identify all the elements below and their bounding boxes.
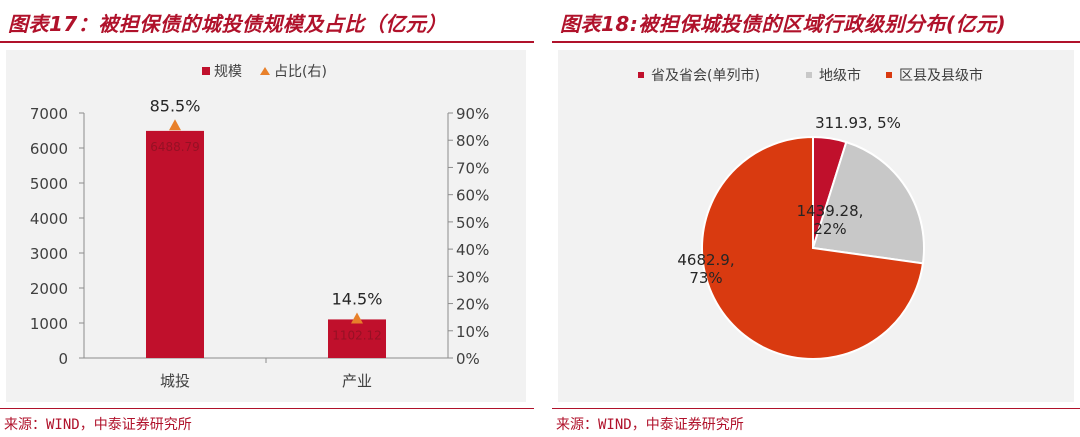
bar-1 [328,319,386,358]
pie-slice-2 [701,135,925,360]
y-tick-label-right: 60% [456,187,489,205]
pie-label-1: 1439.28, 22% [797,202,864,238]
source-divider [0,408,534,409]
source-divider [552,408,1080,409]
right-chart-panel: 图表18:被担保城投债的区域行政级别分布(亿元) 省及省会(单列市) 地级市 区县及… [552,0,1080,437]
legend-bar-swatch [202,67,210,75]
y-tick-label-right: 70% [456,159,489,177]
legend-label-2: 区县及县级市 [899,67,983,84]
y-tick-label-right: 90% [456,105,489,123]
ratio-marker-1 [351,312,363,324]
bar-chart: 规模 占比(右) 0 1000 2000 3000 4000 5000 6000 7000 0% 10… [30,64,490,390]
legend-triangle-label: 占比(右) [274,64,327,80]
ratio-marker-0 [169,119,181,131]
ratio-data-label: 85.5% [150,96,201,115]
legend-bar-label: 规模 [214,64,242,80]
legend-label-0: 省及省会(单列市) [651,67,760,84]
legend-swatch-0 [638,72,644,78]
bar-chart-area: 规模 占比(右) 0 1000 2000 3000 4000 5000 6000 7000 0% 10… [6,50,526,402]
chart-18-source: 来源：WIND，中泰证券研究所 [556,417,744,433]
chart-17-source: 来源：WIND，中泰证券研究所 [4,417,192,433]
pie-chart-area: 省及省会(单列市) 地级市 区县及县级市 311.93, 5% 1439.28, 22% 4… [558,50,1074,402]
y-tick-label-left: 3000 [30,245,68,263]
x-tick-label: 城投 [160,372,190,390]
pie-label-0: 311.93, 5% [815,114,901,132]
y-tick-label-right: 80% [456,132,489,150]
y-tick-label-left: 4000 [30,210,68,228]
bar-data-label: 6488.79 [150,140,200,154]
y-tick-label-right: 0% [456,350,480,368]
chart-17-title: 图表17：被担保债的城投债规模及占比（亿元） [8,12,447,36]
legend-swatch-1 [806,72,812,78]
y-tick-label-left: 5000 [30,175,68,193]
y-tick-label-right: 20% [456,296,489,314]
bar-data-label: 1102.12 [332,328,382,342]
x-tick-label: 产业 [342,372,372,390]
pie-chart: 省及省会(单列市) 地级市 区县及县级市 311.93, 5% 1439.28, 22% 4… [638,67,983,360]
y-tick-label-left: 6000 [30,140,68,158]
y-tick-label-right: 10% [456,323,489,341]
legend-swatch-2 [886,72,892,78]
y-tick-label-left: 7000 [30,105,68,123]
title-divider [552,41,1080,43]
title-divider [0,41,534,43]
legend-triangle-swatch [260,67,270,75]
y-tick-label-right: 40% [456,241,489,259]
y-tick-label-right: 50% [456,214,489,232]
ratio-data-label: 14.5% [332,290,383,309]
legend-label-1: 地级市 [819,67,861,84]
y-tick-label-left: 0 [58,350,68,368]
left-chart-panel: 图表17：被担保债的城投债规模及占比（亿元） 规模 占比(右) 0 1000 2000 3… [0,0,534,437]
y-tick-label-right: 30% [456,268,489,286]
bar-0 [146,130,204,358]
y-tick-label-left: 2000 [30,280,68,298]
chart-18-title: 图表18:被担保城投债的区域行政级别分布(亿元) [560,12,1007,36]
pie-label-2: 4682.9, 73% [677,251,734,287]
pie-slice-1 [811,140,925,265]
y-tick-label-left: 1000 [30,315,68,333]
